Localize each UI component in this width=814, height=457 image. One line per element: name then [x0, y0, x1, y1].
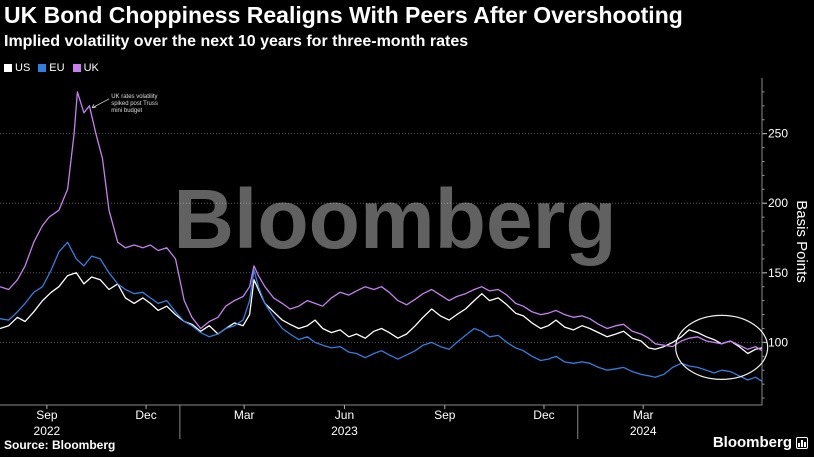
x-year-label: 2022 [34, 424, 61, 438]
x-tick-label: Dec [533, 408, 554, 422]
x-tick-label: Jun [335, 408, 354, 422]
x-tick-label: Mar [234, 408, 255, 422]
legend-item-eu: EU [38, 62, 65, 74]
annotation-arrow [92, 98, 110, 109]
x-tick-label: Mar [633, 408, 654, 422]
y-tick-label: 250 [768, 127, 788, 141]
legend-label-us: US [15, 62, 31, 74]
legend: US EU UK [4, 62, 99, 74]
y-tick-label: 200 [768, 196, 788, 210]
annotation-text: UK rates volatility [111, 94, 157, 100]
annotation-text: mini budget [111, 108, 142, 114]
x-tick-label: Sep [434, 408, 456, 422]
annotation-arrowhead [91, 104, 97, 109]
chart-subtitle: Implied volatility over the next 10 year… [4, 33, 469, 50]
y-axis-label: Basis Points [793, 200, 810, 283]
highlight-circle [675, 314, 769, 380]
brand-logo: Bloomberg [713, 434, 808, 451]
legend-swatch-eu [38, 64, 47, 72]
x-tick-label: Dec [135, 408, 156, 422]
y-tick-label: 100 [768, 335, 788, 349]
legend-swatch-us [4, 64, 12, 72]
series-line-us [0, 272, 763, 355]
bar-chart-icon [796, 436, 808, 449]
legend-item-uk: UK [72, 62, 99, 74]
legend-swatch-uk [72, 64, 81, 72]
chart-title: UK Bond Choppiness Realigns With Peers A… [4, 2, 683, 28]
x-tick-label: Sep [36, 408, 58, 422]
source-note: Source: Bloomberg [4, 438, 116, 452]
y-tick-label: 150 [768, 266, 788, 280]
watermark: Bloomberg [173, 172, 616, 266]
annotation-text: spiked post Truss [111, 101, 158, 107]
legend-label-uk: UK [83, 62, 99, 74]
series-line-eu [0, 241, 763, 382]
series-line-uk [0, 91, 763, 352]
legend-label-eu: EU [49, 62, 65, 74]
x-year-label: 2023 [331, 424, 358, 438]
x-year-label: 2024 [630, 424, 657, 438]
brand-name: Bloomberg [712, 434, 792, 451]
legend-item-us: US [4, 62, 30, 74]
